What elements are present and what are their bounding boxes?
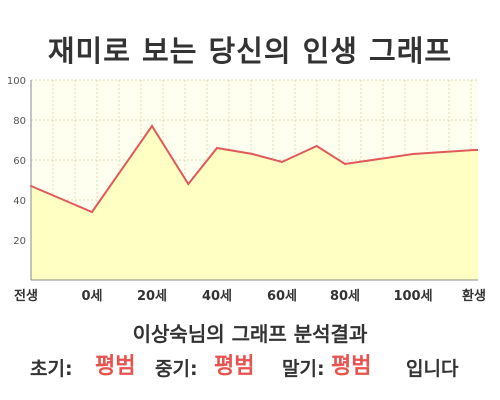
chart-title: 재미로 보는 당신의 인생 그래프 xyxy=(47,34,453,68)
data-point xyxy=(344,163,346,165)
data-point xyxy=(315,145,318,147)
y-tick-label: 80 xyxy=(13,116,26,127)
series-line xyxy=(30,124,478,214)
early-label: 초기: xyxy=(30,358,73,380)
data-point xyxy=(473,149,475,151)
middle-label: 중기: xyxy=(155,358,198,380)
x-tick-label: 전생 xyxy=(14,288,38,304)
x-tick-label: 환생 xyxy=(462,288,486,304)
result-line: 초기: 평범 중기: 평범 말기: 평범 입니다 xyxy=(0,345,500,381)
data-point xyxy=(216,147,218,149)
y-tick-label: 20 xyxy=(13,236,26,247)
x-tick-label: 0세 xyxy=(81,289,102,304)
y-tick-label: 40 xyxy=(13,196,26,207)
data-point xyxy=(91,211,93,213)
x-tick-label: 20세 xyxy=(137,289,167,304)
ending-text: 입니다 xyxy=(406,358,459,380)
late-label: 말기: xyxy=(282,358,325,380)
late-value: 평범 xyxy=(331,354,372,379)
early-value: 평범 xyxy=(95,354,136,379)
y-tick-label: 100 xyxy=(7,76,26,87)
y-tick-label: 60 xyxy=(13,156,26,167)
y-tick-labels: 20 40 60 80 100 xyxy=(7,76,26,247)
x-tick-label: 40세 xyxy=(202,289,232,304)
x-tick-label: 60세 xyxy=(267,289,297,304)
life-graph-chart: 20 40 60 80 100 전생 0세 20세 40세 60세 80세 100세 환생 xyxy=(7,76,486,304)
result-heading: 이상숙님의 그래프 분석결과 xyxy=(132,322,368,346)
data-point xyxy=(412,153,414,155)
area-fill xyxy=(31,126,478,280)
x-tick-label: 80세 xyxy=(330,289,360,304)
data-point xyxy=(187,183,190,185)
data-point xyxy=(151,125,153,127)
data-point xyxy=(30,185,32,187)
x-tick-label: 100세 xyxy=(393,289,432,304)
data-point xyxy=(281,161,283,163)
middle-value: 평범 xyxy=(214,354,255,379)
data-point xyxy=(251,153,254,155)
x-tick-labels: 전생 0세 20세 40세 60세 80세 100세 환생 xyxy=(14,288,486,304)
